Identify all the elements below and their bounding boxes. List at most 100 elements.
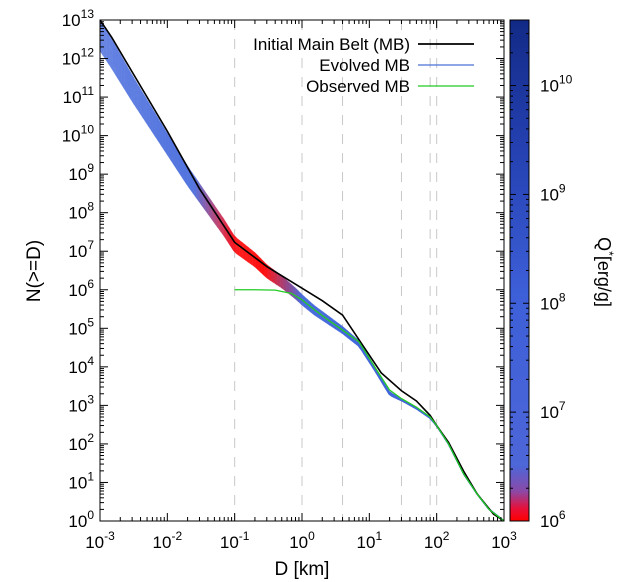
evolved-curve-16-seg-1 [102, 40, 107, 46]
evolved-curve-12-seg-47 [245, 254, 250, 258]
evolved-curve-15-seg-6 [118, 66, 123, 73]
evolved-curve-28-seg-12 [136, 87, 141, 93]
evolved-curve-8-seg-18 [155, 131, 160, 137]
evolved-curve-21-seg-1 [102, 35, 107, 42]
evolved-curve-9-seg-6 [118, 71, 123, 78]
evolved-curve-33-seg-22 [168, 135, 172, 141]
evolved-curve-3-seg-14 [143, 116, 147, 122]
evolved-curve-7-seg-5 [115, 68, 119, 74]
evolved-curve-23-seg-19 [158, 126, 163, 132]
evolved-curve-31-seg-44 [236, 238, 241, 242]
evolved-curve-33-seg-44 [236, 237, 241, 241]
evolved-curve-15-seg-47 [245, 253, 250, 257]
evolved-curve-12-seg-16 [149, 119, 154, 125]
evolved-curve-3-seg-45 [239, 254, 244, 258]
evolved-curve-28-seg-20 [161, 128, 166, 134]
evolved-curve-33-seg-6 [118, 51, 123, 57]
evolved-curve-19-seg-20 [161, 134, 166, 140]
evolved-curve-9-seg-16 [149, 121, 154, 127]
evolved-curve-31-seg-3 [109, 37, 113, 43]
evolved-curve-11-seg-19 [158, 134, 163, 140]
evolved-curve-2-seg-46 [242, 257, 247, 260]
evolved-curve-26-seg-44 [236, 241, 241, 245]
evolved-curve-1-seg-3 [109, 63, 113, 70]
evolved-curve-22-seg-11 [133, 86, 138, 93]
evolved-curve-26-seg-15 [146, 104, 151, 110]
evolved-curve-9-seg-14 [143, 111, 147, 117]
evolved-curve-12-seg-46 [242, 252, 247, 256]
evolved-curve-28-seg-9 [127, 71, 132, 78]
evolved-curve-11-seg-18 [155, 129, 160, 135]
evolved-curve-2-seg-16 [149, 126, 154, 132]
evolved-curve-0-seg-3 [109, 64, 113, 70]
evolved-curve-26-seg-9 [127, 73, 132, 79]
evolved-curve-24-seg-16 [149, 110, 154, 116]
evolved-curve-29-seg-18 [155, 117, 160, 123]
evolved-curve-33-seg-15 [146, 99, 151, 105]
evolved-curve-24-seg-8 [124, 69, 129, 76]
evolved-curve-26-seg-1 [102, 31, 107, 37]
evolved-curve-9-seg-46 [242, 253, 247, 257]
evolved-curve-0-seg-46 [242, 257, 247, 261]
evolved-curve-13-seg-17 [152, 123, 157, 129]
y-tick-label-7: 107 [68, 238, 94, 261]
evolved-curve-20-seg-4 [112, 51, 116, 58]
evolved-curve-30-seg-10 [130, 75, 135, 81]
evolved-curve-5-seg-15 [146, 119, 151, 125]
evolved-curve-5-seg-10 [130, 95, 135, 101]
evolved-curve-29-seg-12 [136, 86, 141, 92]
evolved-curve-25-seg-46 [242, 246, 247, 250]
evolved-curve-7-seg-8 [124, 83, 129, 90]
evolved-curve-24-seg-9 [127, 74, 132, 81]
evolved-curve-4-seg-4 [112, 65, 116, 72]
evolved-curve-8-seg-20 [161, 141, 166, 147]
evolved-curve-1-seg-48 [248, 261, 253, 265]
evolved-curve-7-seg-15 [146, 117, 151, 124]
evolved-curve-14-seg-13 [140, 103, 144, 109]
evolved-curve-31-seg-18 [155, 115, 160, 122]
evolved-curve-2-seg-48 [248, 261, 253, 265]
cbar-tick-label-2: 108 [540, 290, 566, 313]
evolved-curve-22-seg-6 [118, 60, 123, 67]
evolved-curve-28-seg-2 [105, 34, 110, 40]
evolved-curve-25-seg-15 [146, 104, 151, 111]
evolved-curve-16-seg-5 [115, 60, 119, 67]
colorbar-ticks [510, 19, 529, 522]
evolved-curve-33-seg-38 [217, 210, 222, 216]
evolved-curve-11-seg-46 [242, 252, 247, 256]
evolved-curve-4-seg-46 [242, 256, 247, 260]
evolved-curve-0-seg-4 [112, 69, 116, 75]
evolved-curve-22-seg-9 [127, 76, 132, 83]
evolved-curve-9-seg-3 [109, 56, 113, 62]
evolved-curve-13-seg-6 [118, 68, 123, 74]
evolved-curve-6-seg-13 [140, 109, 144, 115]
evolved-curve-14-seg-3 [109, 52, 113, 58]
evolved-curve-15-seg-14 [143, 107, 147, 113]
evolved-curve-13-seg-48 [248, 256, 253, 260]
evolved-curve-12-seg-9 [127, 84, 132, 91]
evolved-curve-24-seg-47 [245, 249, 250, 253]
evolved-curve-28-seg-13 [140, 92, 144, 98]
evolved-curve-33-seg-93 [388, 390, 393, 394]
evolved-curve-22-seg-20 [161, 132, 166, 138]
evolved-curve-27-seg-10 [130, 77, 135, 84]
evolved-curve-24-seg-4 [112, 48, 116, 54]
evolved-curve-9-seg-19 [158, 135, 163, 142]
evolved-curve-8-seg-9 [127, 87, 132, 94]
evolved-curve-12-seg-2 [105, 49, 110, 55]
evolved-curve-6-seg-2 [105, 54, 110, 60]
evolved-curve-28-seg-16 [149, 107, 154, 114]
evolved-curve-4-seg-8 [124, 86, 129, 92]
evolved-curve-33-seg-46 [242, 242, 247, 246]
evolved-curve-17-seg-18 [155, 125, 160, 131]
evolved-curve-21-seg-19 [158, 127, 163, 134]
evolved-curve-31-seg-2 [105, 31, 110, 38]
evolved-curve-9-seg-5 [115, 66, 119, 73]
legend-label-2: Observed MB [306, 77, 410, 96]
evolved-curve-31-seg-45 [239, 241, 244, 245]
evolved-curve-25-seg-14 [143, 99, 147, 106]
evolved-curve-29-seg-16 [149, 107, 154, 113]
evolved-curve-11-seg-15 [146, 115, 151, 121]
evolved-curve-22-seg-10 [130, 81, 135, 88]
evolved-curve-30-seg-19 [158, 121, 163, 128]
